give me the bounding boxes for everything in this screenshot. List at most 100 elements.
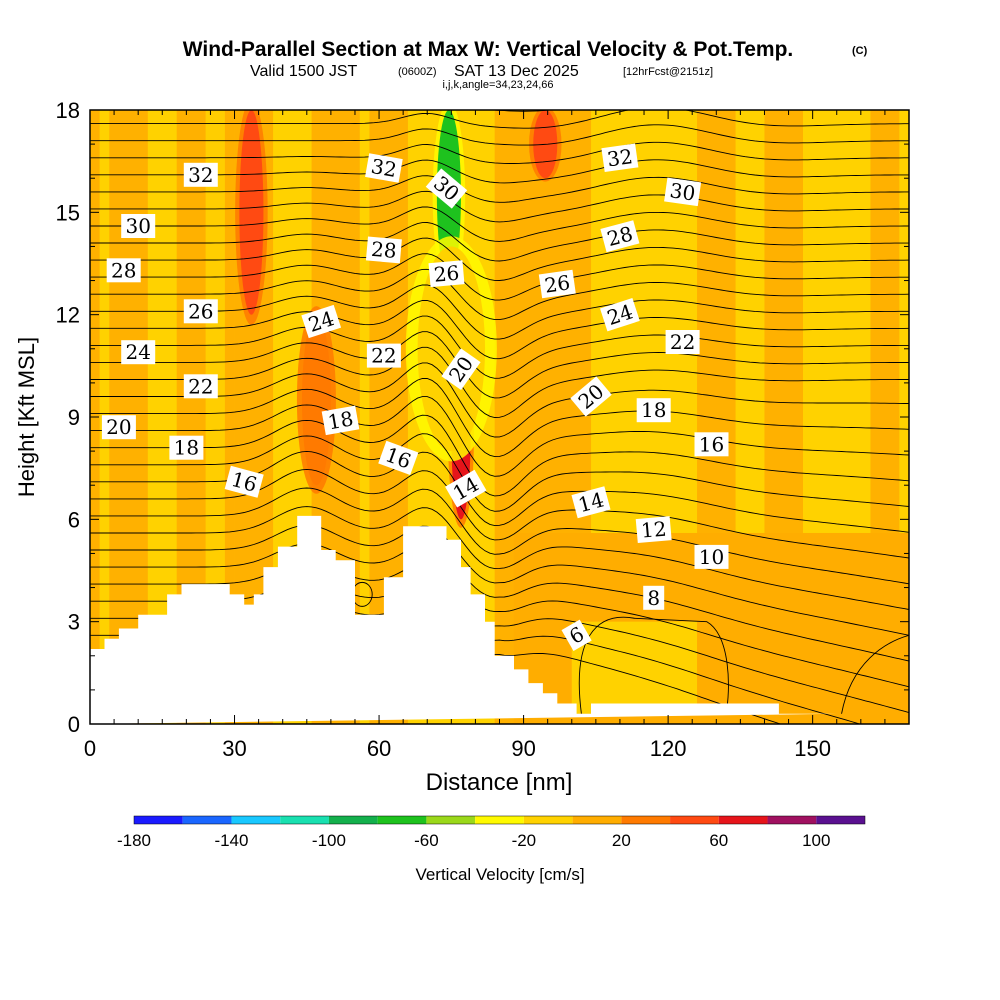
- isentrope-label-box: [183, 162, 218, 187]
- isentrope-label-box: [664, 177, 702, 207]
- colorbar-swatch: [718, 816, 768, 824]
- isentrope-line: [90, 378, 909, 458]
- colorbar-label: Vertical Velocity [cm/s]: [415, 865, 584, 884]
- isentrope-label-text: 16: [699, 432, 724, 456]
- colorbar-frame: [133, 815, 866, 825]
- isentrope-label: 8: [643, 585, 665, 610]
- terrain-layer: [90, 515, 837, 724]
- isentrope-line: [90, 561, 909, 688]
- x-tick-label: 0: [84, 736, 96, 761]
- colorbar-swatch: [280, 816, 329, 824]
- subtitle-valid: Valid 1500 JST: [250, 63, 358, 80]
- colorbar-swatch: [816, 816, 865, 824]
- isentrope-line: [90, 141, 909, 164]
- isentrope-label: 16: [224, 465, 264, 498]
- colorbar-swatch: [523, 816, 573, 824]
- isentrope-label-box: [441, 348, 481, 391]
- isentrope-label-text: 30: [668, 178, 697, 205]
- isentrope-line: [90, 110, 909, 129]
- isentrope-label: 18: [321, 405, 360, 436]
- isentrope-line: [90, 284, 909, 340]
- isentrope-label: 30: [121, 214, 156, 238]
- isentrope-label-box: [301, 304, 342, 339]
- isentrope-label-text: 32: [606, 144, 635, 171]
- isentrope-loop: [841, 634, 909, 714]
- isentrope-label: 22: [366, 343, 401, 368]
- isentrope-label-text: 28: [111, 258, 136, 282]
- isentrope-label: 22: [183, 374, 218, 399]
- x-tick-label: 150: [794, 736, 831, 761]
- isentrope-label: 14: [571, 486, 611, 519]
- isentrope-label: 10: [694, 544, 729, 569]
- isentrope-label: 26: [538, 269, 576, 299]
- x-tick-label: 90: [511, 736, 535, 761]
- isentrope-label-box: [101, 415, 136, 440]
- isentrope-line: [90, 124, 909, 146]
- isentrope-label: 30: [664, 177, 702, 207]
- colorbar-swatch: [377, 816, 427, 824]
- axis-ticks-layer: 0 30 60 90 120 150 0 3 6 9 12 15 18: [56, 98, 910, 761]
- isentrope-label-box: [643, 585, 665, 610]
- isentrope-label-text: 26: [543, 270, 572, 297]
- isentrope-label-text: 18: [174, 436, 199, 460]
- y-tick-label: 15: [56, 200, 80, 225]
- isentrope-label: 18: [169, 435, 204, 460]
- isentrope-label-box: [571, 486, 611, 519]
- isentrope-label-text: 30: [125, 214, 150, 238]
- isentrope-label-box: [224, 465, 264, 498]
- isentrope-label: 28: [106, 258, 141, 283]
- isentrope-line: [90, 237, 909, 281]
- isentrope-line: [90, 206, 909, 242]
- subtitle-zulu: (0600Z): [398, 66, 437, 78]
- isentrope-label: 28: [365, 236, 402, 264]
- isentrope-label-box: [694, 544, 729, 569]
- isentrope-label-box: [365, 153, 403, 183]
- isentrope-label-box: [106, 258, 141, 283]
- y-axis-label: Height [Kft MSL]: [14, 337, 39, 497]
- isentrope-line: [489, 110, 554, 112]
- isentrope-label-text: 20: [106, 415, 131, 439]
- velocity-feature-updraft: [239, 110, 264, 315]
- isentrope-label: 24: [121, 340, 156, 365]
- isentrope-label: 32: [183, 162, 218, 187]
- isentrope-label: 12: [635, 516, 672, 544]
- isentrope-label-box: [601, 143, 639, 173]
- colorbar-swatch: [475, 816, 524, 824]
- isentrope-label: 18: [636, 398, 671, 423]
- isentrope-label-text: 24: [125, 340, 150, 364]
- x-tick-label: 120: [650, 736, 687, 761]
- isentrope-label-text: 22: [670, 330, 695, 354]
- chart-subtitle: Valid 1500 JST (0600Z) SAT 13 Dec 2025 […: [250, 63, 713, 80]
- isentrope-label-box: [121, 340, 156, 365]
- isentrope-label-box: [321, 405, 360, 436]
- isentrope-label-box: [665, 330, 700, 354]
- colorbar-swatch: [328, 816, 378, 824]
- isentrope-label: 6: [561, 619, 592, 651]
- isentrope-label-box: [183, 374, 218, 399]
- y-tick-label: 3: [68, 610, 80, 635]
- subtitle-date: SAT 13 Dec 2025: [454, 63, 579, 80]
- isentrope-label-text: 12: [640, 517, 667, 543]
- isentrope-label-text: 26: [188, 299, 213, 323]
- colorbar-swatch: [670, 816, 719, 824]
- contour-label-layer: 3230282624222018162418322822163026201426…: [101, 143, 729, 651]
- isentrope-label: 32: [601, 143, 639, 173]
- isentrope-label-text: 32: [369, 154, 398, 182]
- isentrope-label: 22: [665, 330, 700, 354]
- isentrope-line: [90, 450, 909, 533]
- isentrope-label-text: 22: [371, 344, 396, 368]
- copyright-mark: (C): [852, 45, 868, 57]
- x-tick-label: 30: [222, 736, 246, 761]
- isentrope-line: [90, 222, 909, 262]
- isentrope-label-box: [635, 516, 672, 544]
- x-tick-label: 60: [367, 736, 391, 761]
- isentrope-label-text: 8: [647, 586, 660, 610]
- colorbar-tick-label: 100: [802, 831, 830, 850]
- colorbar-tick-label: 60: [709, 831, 728, 850]
- isentrope-label-box: [366, 343, 401, 368]
- isentrope-label-box: [445, 469, 487, 508]
- isentrope-line: [90, 175, 909, 203]
- isentrope-label-box: [169, 435, 204, 460]
- isentrope-line: [90, 300, 909, 360]
- colorbar-swatch: [426, 816, 476, 824]
